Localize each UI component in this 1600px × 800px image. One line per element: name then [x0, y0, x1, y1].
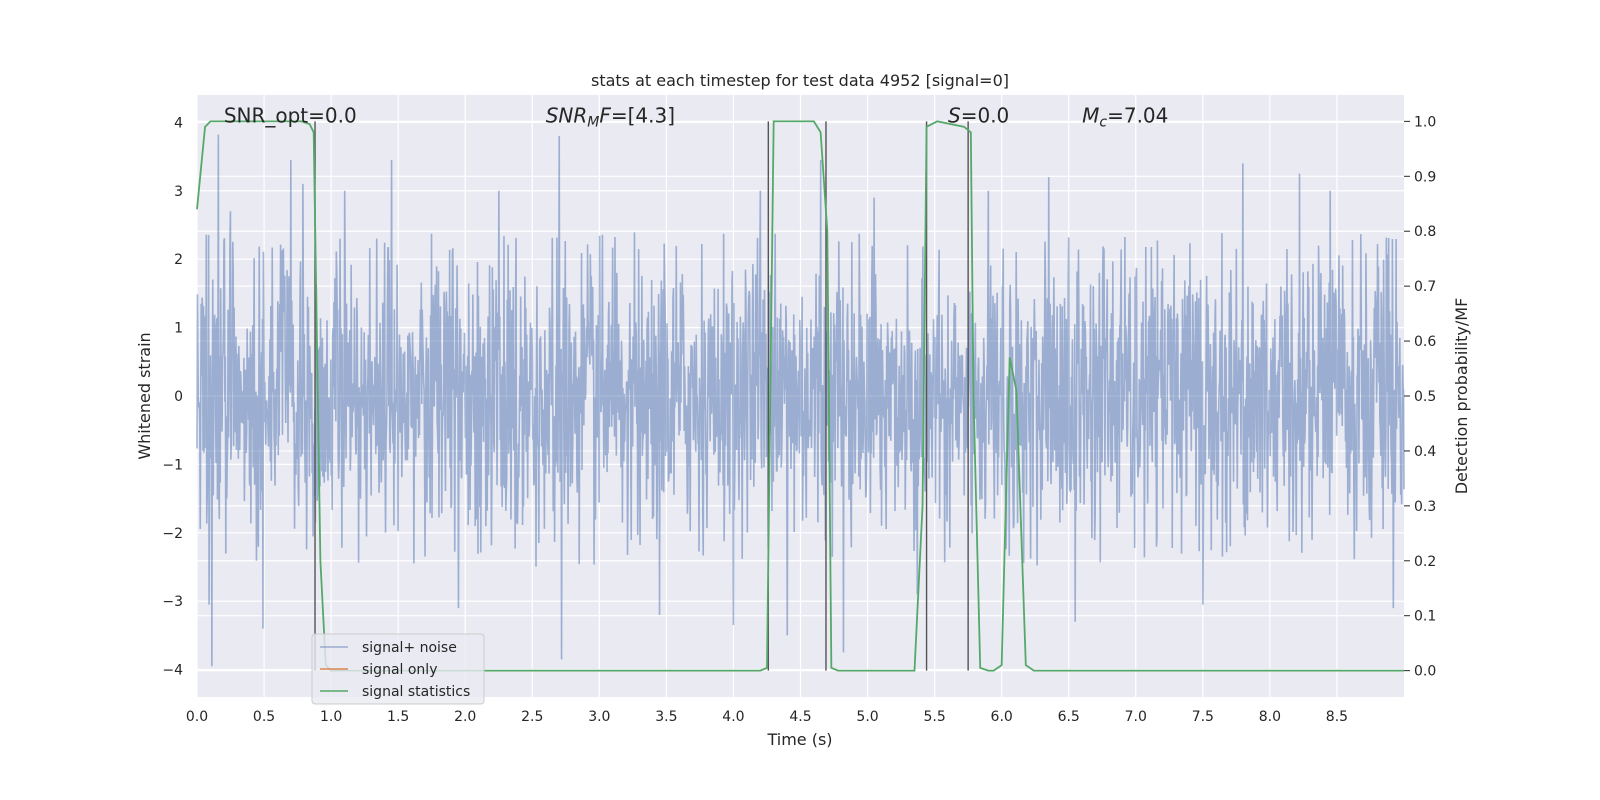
x-tick-label: 4.5 — [789, 709, 811, 725]
x-tick-label: 2.0 — [454, 709, 476, 725]
chart-title: stats at each timestep for test data 495… — [591, 71, 1009, 90]
x-tick-label: 1.5 — [387, 709, 409, 725]
x-tick-label: 4.0 — [722, 709, 744, 725]
y2-tick-label: 0.3 — [1414, 499, 1436, 515]
y2-tick-label: 1.0 — [1414, 114, 1436, 130]
x-tick-label: 1.0 — [320, 709, 342, 725]
noise-line — [196, 134, 1405, 667]
y-axis-label: Whitened strain — [135, 332, 154, 459]
y-tick-label: −1 — [162, 457, 183, 473]
y2-axis-label: Detection probability/MF — [1452, 298, 1471, 495]
x-tick-label: 6.5 — [1058, 709, 1080, 725]
y-tick-label: 4 — [174, 115, 183, 131]
x-tick-label: 5.5 — [923, 709, 945, 725]
x-tick-label: 0.0 — [186, 709, 208, 725]
annotations: SNR_opt=0.0 SNRMF=[4.3] S=0.0 Mc=7.04 — [224, 104, 1169, 131]
x-tick-label: 3.0 — [588, 709, 610, 725]
y-tick-label: −2 — [162, 526, 183, 542]
x-tick-label: 6.0 — [991, 709, 1013, 725]
series-signal-noise — [196, 134, 1405, 667]
legend-label-noise: signal+ noise — [362, 640, 457, 656]
statistics-line — [196, 120, 1404, 672]
x-tick-label: 5.0 — [856, 709, 878, 725]
y-axis-ticks: −4 −3 −2 −1 0 1 2 3 4 — [162, 115, 183, 678]
annotation-text: SNRMF=[4.3] — [546, 104, 675, 131]
x-tick-label: 8.5 — [1326, 709, 1348, 725]
y-tick-label: 3 — [174, 184, 183, 200]
y2-tick-label: 0.8 — [1414, 224, 1436, 240]
series-signal-statistics — [196, 120, 1404, 672]
annotation-text: S=0.0 — [948, 104, 1009, 128]
y-tick-label: −4 — [162, 663, 183, 679]
annotation-text: Mc=7.04 — [1082, 104, 1168, 131]
legend-label-signal-only: signal only — [362, 662, 437, 678]
legend-box — [311, 633, 485, 705]
y2-tick-label: 0.2 — [1414, 554, 1436, 570]
y2-tick-label: 0.5 — [1414, 389, 1436, 405]
y2-axis-ticks: 0.0 0.1 0.2 0.3 0.4 0.5 0.6 0.7 0.8 0.9 1.0 — [1404, 114, 1436, 680]
y2-tick-label: 0.0 — [1414, 664, 1436, 680]
legend-label-statistics: signal statistics — [362, 684, 470, 700]
x-axis-label: Time (s) — [766, 730, 832, 749]
x-axis-ticks: 0.0 0.5 1.0 1.5 2.0 2.5 3.0 3.5 4.0 4.5 5.0 5.5 6.0 6… — [186, 709, 1348, 725]
x-tick-label: 0.5 — [253, 709, 275, 725]
x-tick-label: 7.0 — [1125, 709, 1147, 725]
y-tick-label: 0 — [174, 389, 183, 405]
y2-tick-label: 0.4 — [1414, 444, 1436, 460]
legend: signal+ noise signal only signal statist… — [311, 633, 485, 705]
x-tick-label: 7.5 — [1192, 709, 1214, 725]
y-tick-label: −3 — [162, 594, 183, 610]
y2-tick-label: 0.7 — [1414, 279, 1436, 295]
annotation-text: SNR_opt=0.0 — [224, 104, 357, 128]
x-tick-label: 3.5 — [655, 709, 677, 725]
y2-tick-label: 0.1 — [1414, 609, 1436, 625]
x-tick-label: 8.0 — [1259, 709, 1281, 725]
y-tick-label: 2 — [174, 252, 183, 268]
y2-tick-label: 0.6 — [1414, 334, 1436, 350]
y2-tick-label: 0.9 — [1414, 169, 1436, 185]
x-tick-label: 2.5 — [521, 709, 543, 725]
y-tick-label: 1 — [174, 321, 183, 337]
